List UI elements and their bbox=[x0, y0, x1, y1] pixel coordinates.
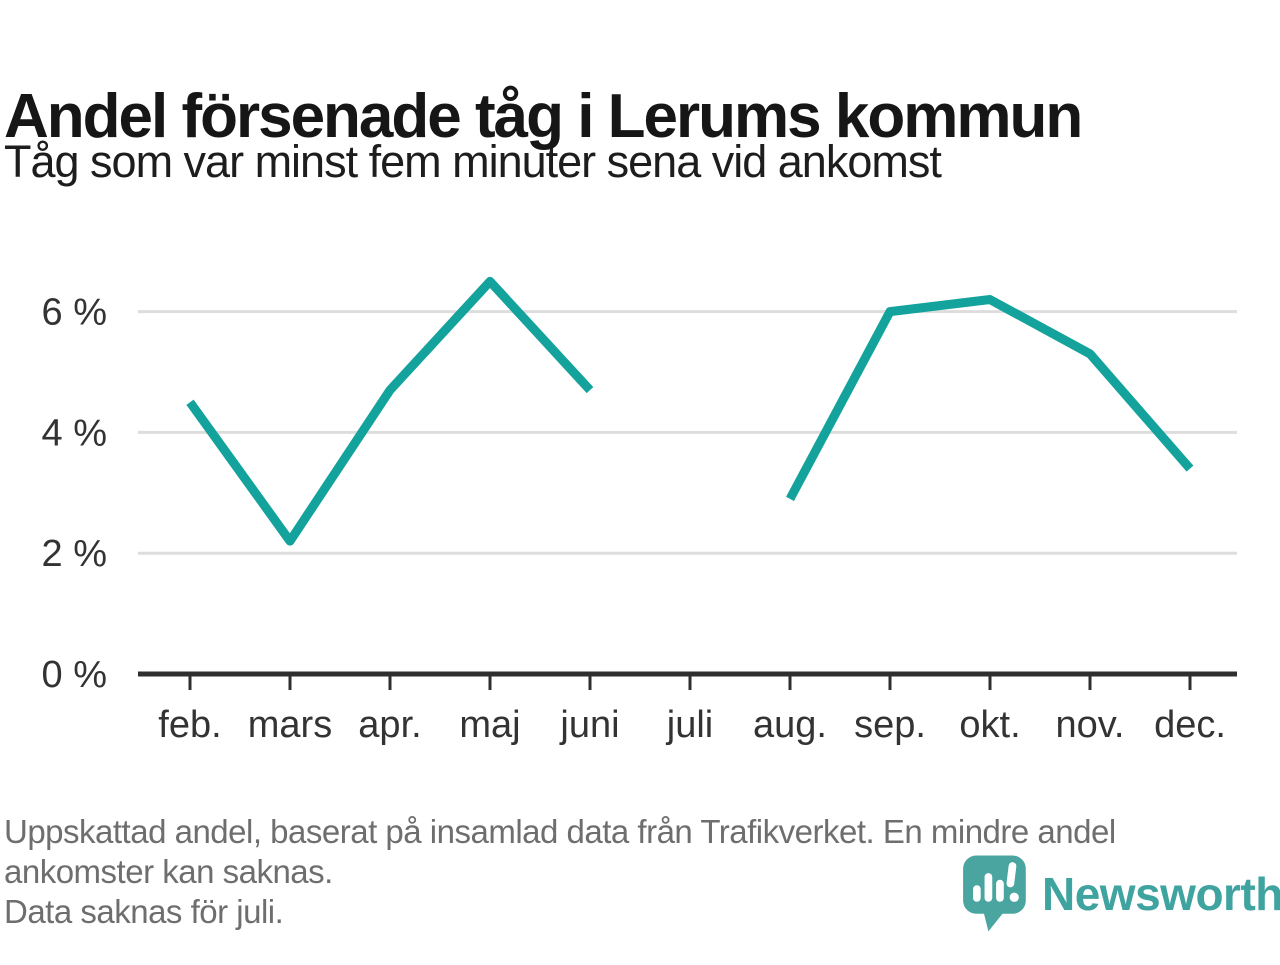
footnote-line: ankomster kan saknas. bbox=[4, 853, 333, 890]
footnote-line: Uppskattad andel, baserat på insamlad da… bbox=[4, 813, 1116, 850]
x-axis-month-label: feb. bbox=[158, 704, 221, 746]
y-axis-tick-label: 0 % bbox=[42, 654, 107, 696]
newsworthy-logo-icon bbox=[963, 855, 1026, 932]
chart-footnote: Uppskattad andel, baserat på insamlad da… bbox=[4, 812, 1274, 932]
x-axis-month-label: nov. bbox=[1055, 704, 1124, 746]
chart-subtitle: Tåg som var minst fem minuter sena vid a… bbox=[4, 136, 942, 187]
x-axis-month-label: juli bbox=[666, 704, 713, 746]
logo-bar-medium bbox=[996, 879, 1004, 902]
x-axis-month-label: dec. bbox=[1154, 704, 1226, 746]
x-axis-month-label: maj bbox=[459, 704, 520, 746]
x-axis-month-label: okt. bbox=[959, 704, 1020, 746]
x-axis-month-label: sep. bbox=[854, 704, 926, 746]
logo-bubble-tail bbox=[982, 909, 1006, 932]
footnote-line: Data saknas för juli. bbox=[4, 893, 284, 930]
brand-wordmark: Newsworthy bbox=[1042, 868, 1280, 920]
chart-title: Andel försenade tåg i Lerums kommun bbox=[4, 81, 1083, 151]
logo-bar-short bbox=[973, 885, 981, 902]
y-axis-tick-label: 6 % bbox=[42, 292, 107, 334]
logo-bubble bbox=[963, 855, 1026, 914]
logo-bar-tall bbox=[984, 873, 993, 902]
data-line-segment bbox=[786, 295, 1194, 501]
logo-exclamation-dot bbox=[1009, 892, 1019, 902]
data-line-segment bbox=[186, 276, 594, 546]
y-axis-tick-label: 2 % bbox=[42, 533, 107, 575]
newsworthy-logo: Newsworthy bbox=[962, 854, 1280, 934]
x-axis-month-label: juni bbox=[559, 704, 619, 746]
x-axis-month-label: aug. bbox=[753, 704, 827, 746]
logo-exclamation-bar bbox=[1006, 862, 1017, 888]
y-axis-tick-label: 4 % bbox=[42, 412, 107, 454]
x-axis-month-label: mars bbox=[248, 704, 332, 746]
x-axis-month-label: apr. bbox=[358, 704, 421, 746]
